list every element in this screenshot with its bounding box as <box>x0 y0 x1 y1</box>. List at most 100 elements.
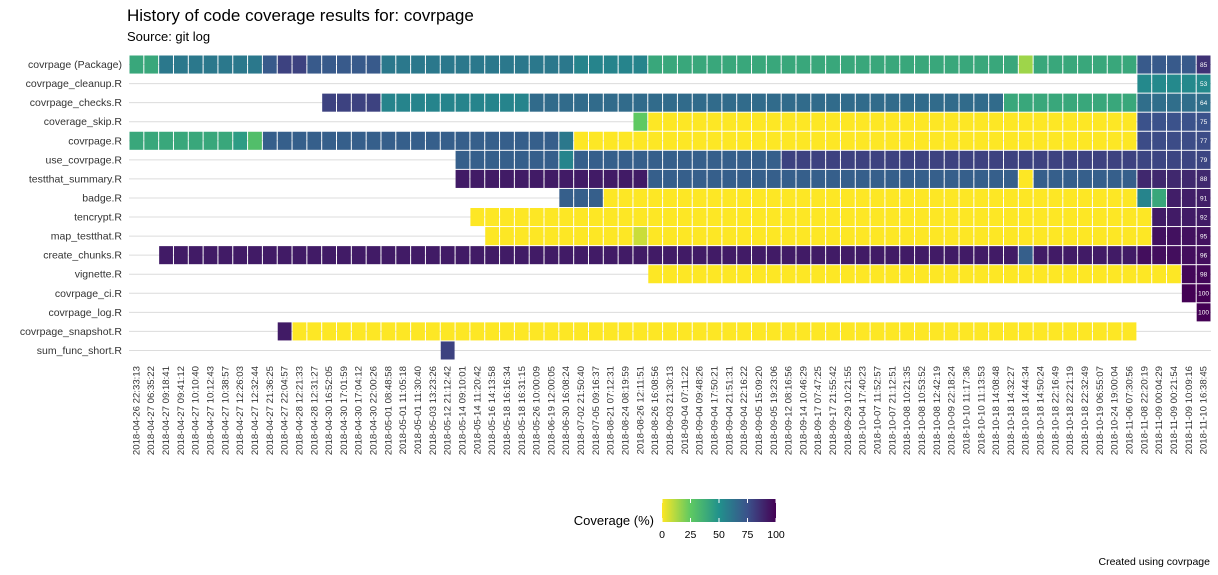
heatmap-tile <box>1152 188 1167 207</box>
heatmap-tile <box>500 150 514 169</box>
heatmap-tile <box>277 246 292 265</box>
heatmap-tile <box>1137 188 1152 207</box>
heatmap-tile <box>826 55 840 74</box>
heatmap-tile <box>1048 265 1063 284</box>
heatmap-tile <box>425 131 440 150</box>
x-axis-tick-label: 2018-05-03 13:23:26 <box>428 366 439 455</box>
heatmap-tiles <box>129 55 1211 360</box>
heatmap-tile <box>1018 112 1033 131</box>
heatmap-tile <box>1167 150 1181 169</box>
heatmap-tile <box>855 227 870 246</box>
heatmap-tile <box>1018 55 1033 74</box>
heatmap-tile <box>1122 322 1137 341</box>
heatmap-tile <box>396 93 411 112</box>
heatmap-tile <box>1078 93 1092 112</box>
x-axis-tick-label: 2018-08-26 16:08:56 <box>650 366 661 455</box>
heatmap-tile <box>381 93 396 112</box>
heatmap-tile <box>1152 169 1167 188</box>
heatmap-tile <box>781 93 796 112</box>
heatmap-tile <box>781 150 796 169</box>
heatmap-tile <box>1196 150 1211 169</box>
y-axis-label: create_chunks.R <box>43 250 122 262</box>
heatmap-tile <box>603 322 618 341</box>
heatmap-tile <box>1033 227 1048 246</box>
heatmap-tile <box>870 112 885 131</box>
heatmap-tile <box>188 131 203 150</box>
x-axis-tick-label: 2018-11-09 00:21:54 <box>1169 365 1180 454</box>
heatmap-tile <box>959 227 974 246</box>
heatmap-tile <box>1122 150 1137 169</box>
heatmap-tile <box>1167 227 1181 246</box>
value-label: 98 <box>1200 272 1208 279</box>
heatmap-tile <box>351 131 366 150</box>
heatmap-tile <box>707 169 722 188</box>
heatmap-tile <box>1092 131 1107 150</box>
heatmap-tile <box>1033 93 1048 112</box>
heatmap-tile <box>648 131 663 150</box>
x-axis-tick-label: 2018-05-01 11:30:40 <box>413 366 424 454</box>
heatmap-tile <box>1033 188 1048 207</box>
heatmap-tile <box>1018 246 1033 265</box>
heatmap-tile <box>514 208 529 227</box>
heatmap-tile <box>870 55 885 74</box>
heatmap-tile <box>173 246 188 265</box>
heatmap-tile <box>603 188 618 207</box>
heatmap-tile <box>737 246 752 265</box>
heatmap-tile <box>900 227 915 246</box>
heatmap-tile <box>1092 246 1107 265</box>
heatmap-tile <box>1152 55 1167 74</box>
heatmap-tile <box>1181 55 1196 74</box>
chart-caption: Created using covrpage <box>1099 556 1211 568</box>
heatmap-tile <box>618 150 633 169</box>
x-axis-tick-label: 2018-10-18 22:21:19 <box>1065 366 1076 455</box>
heatmap-tile <box>588 208 603 227</box>
heatmap-tile <box>781 55 796 74</box>
heatmap-tile <box>559 246 574 265</box>
heatmap-tile <box>1152 265 1167 284</box>
heatmap-tile <box>677 265 692 284</box>
heatmap-tile <box>1063 322 1078 341</box>
x-axis-tick-label: 2018-05-16 14:13:58 <box>487 366 498 455</box>
heatmap-tile <box>885 55 900 74</box>
heatmap-tile <box>485 131 500 150</box>
heatmap-tile <box>766 55 781 74</box>
heatmap-tile <box>514 322 529 341</box>
heatmap-tile <box>603 169 618 188</box>
heatmap-tile <box>1078 208 1092 227</box>
x-axis-tick-label: 2018-04-27 12:26:03 <box>235 366 246 455</box>
heatmap-tile <box>1018 131 1033 150</box>
heatmap-tile <box>351 55 366 74</box>
heatmap-tile <box>722 208 737 227</box>
heatmap-tile <box>752 265 766 284</box>
legend-tick-label: 50 <box>713 529 725 541</box>
x-axis-labels: 2018-04-26 22:33:13 2018-04-27 06:35:22 20… <box>131 365 1209 455</box>
heatmap-tile <box>1003 112 1018 131</box>
heatmap-tile <box>381 55 396 74</box>
x-axis-tick-label: 2018-05-14 11:20:42 <box>472 366 483 454</box>
heatmap-tile <box>1003 131 1018 150</box>
legend-tick-label: 100 <box>767 529 785 541</box>
heatmap-tile <box>959 208 974 227</box>
heatmap-tile <box>1048 55 1063 74</box>
heatmap-tile <box>1196 227 1211 246</box>
x-axis-tick-label: 2018-09-03 21:30:13 <box>665 366 676 455</box>
x-axis-tick-label: 2018-09-29 10:21:55 <box>843 366 854 455</box>
heatmap-tile <box>989 322 1003 341</box>
heatmap-tile <box>885 227 900 246</box>
y-axis-label: map_testthat.R <box>51 231 123 243</box>
heatmap-tile <box>307 55 322 74</box>
heatmap-tile <box>1137 169 1152 188</box>
heatmap-tile <box>648 93 663 112</box>
heatmap-tile <box>885 246 900 265</box>
heatmap-tile <box>840 131 855 150</box>
heatmap-tile <box>588 131 603 150</box>
y-axis-label: covrpage (Package) <box>28 59 122 71</box>
heatmap-tile <box>885 112 900 131</box>
heatmap-tile <box>1048 112 1063 131</box>
value-label: 100 <box>1198 310 1209 317</box>
heatmap-tile <box>959 265 974 284</box>
heatmap-tile <box>337 246 351 265</box>
heatmap-tile <box>929 93 944 112</box>
heatmap-tile <box>855 246 870 265</box>
